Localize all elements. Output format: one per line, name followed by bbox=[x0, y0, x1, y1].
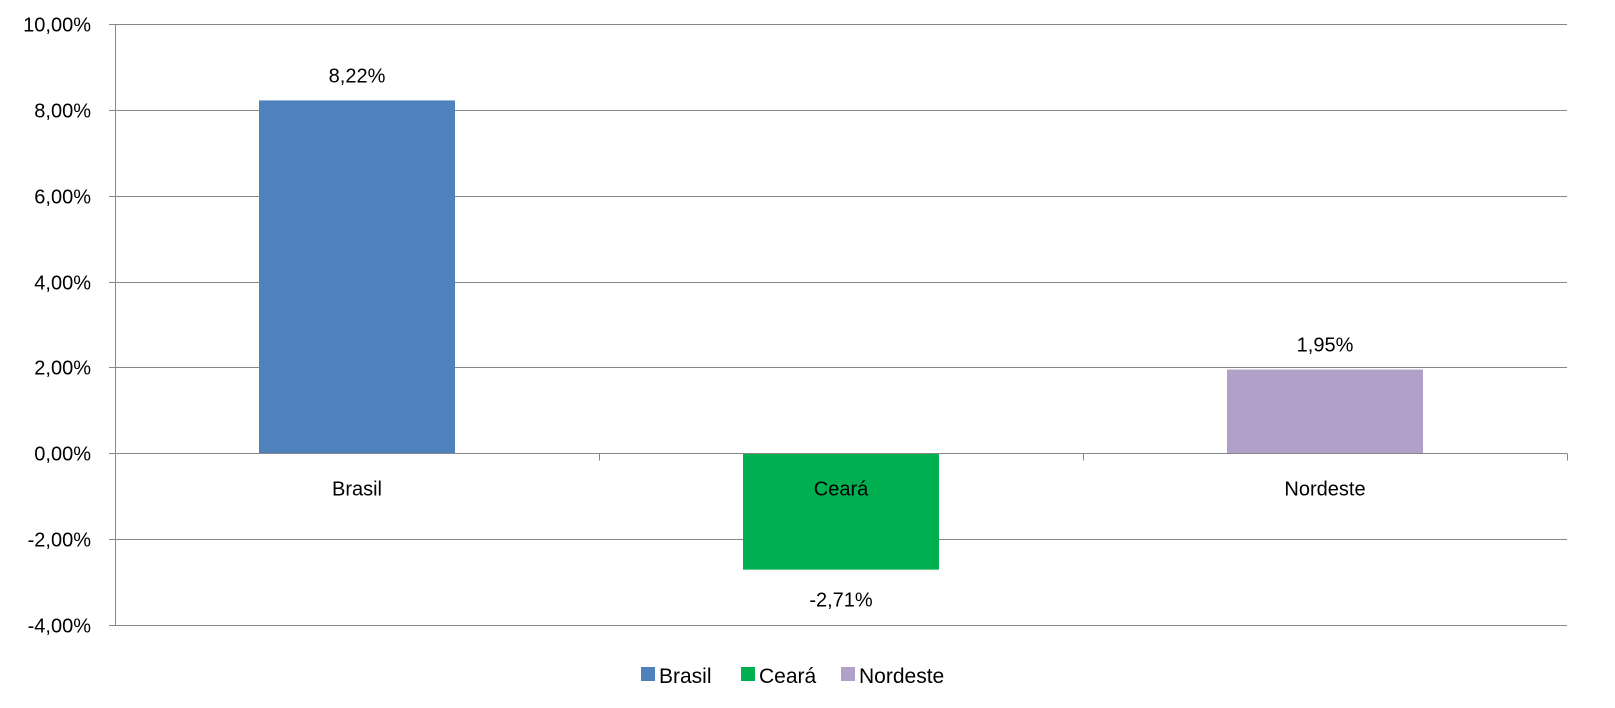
legend-swatch bbox=[641, 667, 655, 681]
x-category-label: Nordeste bbox=[1284, 478, 1365, 500]
x-category-label: Ceará bbox=[814, 478, 869, 500]
y-tick-label: 4,00% bbox=[34, 273, 91, 295]
y-tick-label: 6,00% bbox=[34, 187, 91, 209]
legend-label: Nordeste bbox=[859, 665, 944, 688]
y-tick-label: 8,00% bbox=[34, 101, 91, 123]
bar-nordeste bbox=[1227, 369, 1423, 454]
data-label: 8,22% bbox=[329, 65, 386, 87]
legend: Brasil Ceará Nordeste bbox=[641, 665, 944, 688]
x-category-label: Brasil bbox=[332, 478, 382, 500]
bar-ceara bbox=[743, 453, 939, 570]
legend-swatch bbox=[741, 667, 755, 681]
y-tick-label: 10,00% bbox=[23, 15, 91, 37]
data-label: -2,71% bbox=[809, 590, 873, 612]
labels: 8,22% Brasil -2,71% Ceará 1,95% Nordeste bbox=[329, 65, 1366, 611]
axes: 10,00% 8,00% 6,00% 4,00% 2,00% 0,00% -2,00% -4,… bbox=[23, 15, 1568, 638]
y-tick-label: 0,00% bbox=[34, 444, 91, 466]
legend-swatch bbox=[841, 667, 855, 681]
legend-label: Ceará bbox=[759, 665, 817, 688]
legend-label: Brasil bbox=[659, 665, 712, 688]
data-label: 1,95% bbox=[1297, 335, 1354, 357]
y-tick-label: 2,00% bbox=[34, 358, 91, 380]
y-tick-label: -2,00% bbox=[28, 530, 92, 552]
y-tick-label: -4,00% bbox=[28, 616, 92, 638]
bars bbox=[259, 100, 1423, 570]
bar-brasil bbox=[259, 100, 455, 454]
